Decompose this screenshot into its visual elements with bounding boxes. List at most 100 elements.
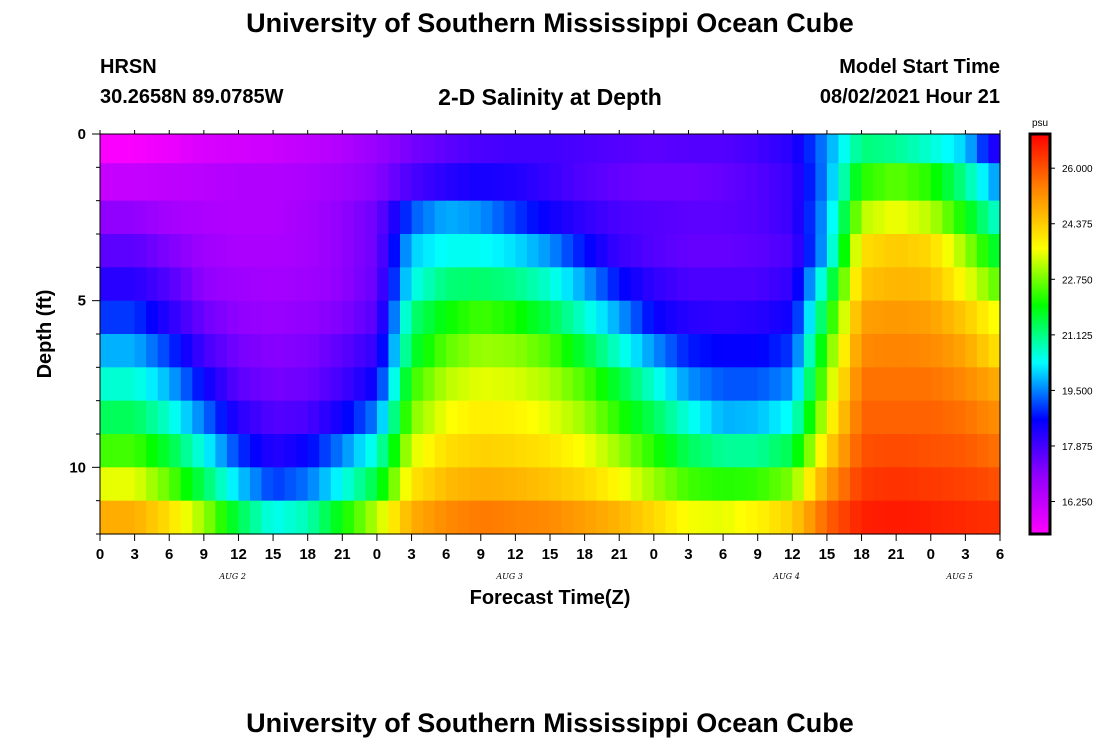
heatmap-cell: [850, 200, 863, 235]
heatmap-cell: [873, 134, 886, 164]
heatmap-cell: [353, 334, 366, 368]
heatmap-cell: [976, 267, 990, 302]
heatmap-cell: [411, 367, 424, 402]
heatmap-cell: [630, 134, 643, 164]
heatmap-cell: [792, 334, 805, 368]
heatmap-cell: [826, 334, 840, 368]
y-axis: 0 5 10: [69, 126, 100, 535]
heatmap-cell: [434, 300, 447, 335]
heatmap-cell: [607, 300, 620, 335]
heatmap-cell: [619, 400, 632, 435]
heatmap-cell: [780, 367, 793, 402]
heatmap-cell: [330, 300, 343, 335]
heatmap-cell: [896, 267, 909, 302]
heatmap-cell: [815, 200, 828, 235]
heatmap-cell: [942, 234, 955, 268]
heatmap-cell: [492, 200, 505, 235]
heatmap-cell: [746, 134, 759, 164]
heatmap-cell: [942, 300, 955, 335]
heatmap-cell: [342, 163, 355, 202]
heatmap-cell: [319, 334, 332, 368]
heatmap-cell: [850, 400, 863, 435]
heatmap-cell: [215, 500, 228, 535]
heatmap-cell: [826, 300, 840, 335]
heatmap-cell: [261, 434, 274, 468]
heatmap-cell: [330, 267, 343, 302]
heatmap-cell: [296, 334, 309, 368]
heatmap-cell: [273, 334, 286, 368]
heatmap-cell: [423, 500, 436, 535]
heatmap-cell: [988, 500, 1001, 535]
heatmap-cell: [100, 434, 113, 468]
heatmap-cell: [988, 134, 1001, 164]
heatmap-cell: [815, 500, 828, 535]
y-tick-label: 0: [78, 126, 86, 143]
heatmap-cell: [942, 163, 955, 202]
heatmap-cell: [226, 134, 240, 164]
heatmap-cell: [503, 334, 516, 368]
heatmap-cell: [203, 267, 216, 302]
heatmap-cell: [480, 334, 493, 368]
colorbar-unit: psu: [1032, 118, 1048, 129]
heatmap-cell: [850, 334, 863, 368]
heatmap-cell: [803, 500, 816, 535]
heatmap-cell: [838, 434, 851, 468]
heatmap-cell: [561, 300, 574, 335]
x-tick-label: 21: [334, 546, 351, 563]
heatmap-cell: [215, 400, 228, 435]
heatmap-cell: [538, 200, 551, 235]
heatmap-cell: [307, 200, 320, 235]
heatmap-cell: [307, 134, 320, 164]
heatmap-cell: [203, 134, 216, 164]
heatmap-cell: [792, 400, 805, 435]
heatmap-cell: [526, 300, 540, 335]
heatmap-cell: [607, 267, 620, 302]
heatmap-cell: [988, 400, 1001, 435]
heatmap-cell: [746, 163, 759, 202]
heatmap-cell: [238, 234, 251, 268]
heatmap-cell: [261, 367, 274, 402]
heatmap-cell: [700, 300, 713, 335]
heatmap-cell: [353, 234, 366, 268]
heatmap-cell: [457, 163, 470, 202]
heatmap-cell: [434, 467, 447, 502]
heatmap-cell: [192, 334, 205, 368]
heatmap-cell: [723, 134, 736, 164]
heatmap-cell: [250, 434, 263, 468]
heatmap-cell: [434, 500, 447, 535]
heatmap-cell: [838, 234, 851, 268]
heatmap-cell: [203, 467, 216, 502]
heatmap-cell: [319, 200, 332, 235]
heatmap-cell: [296, 267, 309, 302]
heatmap-cell: [238, 163, 251, 202]
heatmap-cell: [296, 367, 309, 402]
heatmap-cell: [803, 434, 816, 468]
heatmap-cell: [411, 163, 424, 202]
x-tick-label: 12: [230, 546, 247, 563]
heatmap-cell: [584, 500, 597, 535]
heatmap-cell: [515, 467, 528, 502]
heatmap-cell: [388, 400, 401, 435]
x-tick-label: 9: [754, 546, 762, 563]
heatmap-cell: [100, 234, 113, 268]
heatmap-cell: [400, 334, 413, 368]
heatmap-cell: [319, 434, 332, 468]
heatmap-cell: [976, 367, 990, 402]
heatmap-cell: [965, 500, 978, 535]
heatmap-cell: [953, 334, 966, 368]
heatmap-cell: [653, 467, 666, 502]
heatmap-cell: [469, 400, 482, 435]
heatmap-cell: [146, 163, 159, 202]
heatmap-cell: [653, 367, 666, 402]
heatmap-cell: [250, 134, 263, 164]
heatmap-cell: [353, 500, 366, 535]
heatmap-cell: [319, 500, 332, 535]
heatmap-cell: [573, 400, 586, 435]
heatmap-cell: [296, 134, 309, 164]
heatmap-cell: [215, 200, 228, 235]
heatmap-cell: [803, 467, 816, 502]
heatmap-cell: [803, 300, 816, 335]
heatmap-cell: [192, 367, 205, 402]
heatmap-cell: [988, 467, 1001, 502]
x-tick-label: 6: [996, 546, 1004, 563]
